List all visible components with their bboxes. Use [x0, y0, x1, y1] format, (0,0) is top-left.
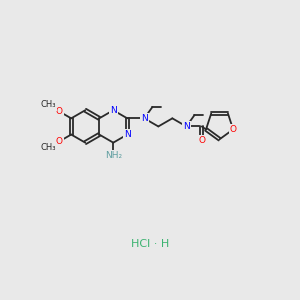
Text: CH₃: CH₃ — [40, 143, 56, 152]
Text: N: N — [141, 114, 148, 123]
Text: N: N — [110, 106, 117, 115]
Text: O: O — [56, 107, 63, 116]
Text: O: O — [198, 136, 205, 145]
Text: HCl · H: HCl · H — [131, 239, 169, 249]
Text: CH₃: CH₃ — [40, 100, 56, 109]
Text: O: O — [56, 137, 63, 146]
Text: N: N — [183, 122, 190, 131]
Text: NH₂: NH₂ — [105, 152, 122, 160]
Text: O: O — [230, 125, 237, 134]
Text: N: N — [124, 130, 131, 139]
